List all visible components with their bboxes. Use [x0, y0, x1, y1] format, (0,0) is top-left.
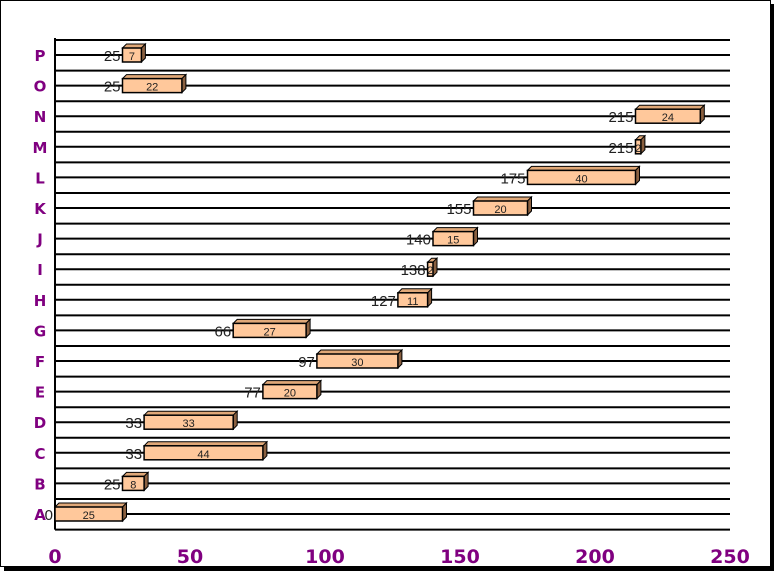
start-label: 138 [401, 262, 426, 279]
category-label: G [34, 322, 46, 340]
start-label: 25 [104, 476, 121, 493]
x-tick-label: 200 [575, 546, 615, 568]
category-label: F [35, 353, 45, 371]
start-label: 25 [104, 48, 121, 65]
x-tick-label: 100 [305, 546, 345, 568]
bar-C [143, 445, 264, 461]
duration-label: 30 [351, 357, 363, 369]
start-label: 140 [406, 232, 431, 249]
category-label: B [34, 475, 45, 493]
start-label: 0 [45, 507, 53, 524]
bar-B [121, 475, 145, 492]
x-tick-label: 250 [710, 546, 750, 568]
bar-M [634, 139, 642, 155]
category-label: K [34, 200, 47, 218]
duration-label: 2 [427, 265, 433, 277]
start-label: 33 [125, 446, 142, 463]
start-label: 155 [446, 201, 471, 218]
start-label: 97 [298, 354, 315, 371]
start-label: 33 [125, 415, 142, 432]
category-label: H [34, 292, 47, 310]
bar-L [526, 169, 637, 186]
start-label: 77 [244, 385, 261, 402]
duration-label: 40 [575, 173, 587, 185]
x-tick-label: 150 [440, 546, 480, 568]
bar-F [316, 353, 399, 369]
duration-label: 2 [635, 143, 641, 155]
bar-K [472, 200, 529, 216]
category-label: N [34, 108, 47, 126]
duration-label: 11 [407, 296, 418, 308]
start-label: 127 [371, 293, 396, 310]
start-label: 66 [215, 323, 232, 340]
x-tick-label: 0 [48, 546, 61, 568]
category-label: O [34, 78, 47, 96]
x-tick-label: 50 [177, 546, 203, 568]
duration-label: 25 [83, 510, 95, 522]
duration-label: 44 [197, 449, 209, 461]
duration-label: 20 [284, 388, 296, 400]
duration-label: 20 [494, 204, 506, 216]
bar-G [232, 322, 307, 339]
start-label: 215 [608, 140, 633, 157]
start-label: 25 [104, 79, 121, 96]
category-label: P [35, 47, 46, 65]
duration-label: 22 [146, 82, 158, 94]
bar-J [432, 230, 475, 247]
duration-label: 33 [183, 418, 195, 430]
bar-O [121, 77, 183, 94]
bar-I [426, 261, 434, 277]
category-label: I [37, 261, 43, 279]
bar-D [143, 414, 234, 430]
duration-label: 15 [447, 235, 459, 247]
bar-H [397, 292, 429, 308]
category-label: A [34, 506, 46, 524]
duration-label: 7 [129, 51, 135, 63]
bar-N [634, 108, 702, 124]
bar-P [121, 47, 143, 63]
duration-label: 27 [264, 326, 276, 338]
duration-label: 8 [130, 479, 136, 491]
category-label: E [35, 384, 45, 402]
category-label: L [35, 169, 45, 187]
start-label: 175 [500, 170, 525, 187]
category-label: J [36, 231, 43, 249]
duration-label: 24 [662, 112, 674, 124]
category-label: M [33, 139, 48, 157]
start-label: 215 [608, 109, 633, 126]
bar-A [54, 506, 124, 522]
category-label: D [34, 414, 46, 432]
category-label: C [34, 445, 45, 463]
bar-E [262, 383, 318, 400]
